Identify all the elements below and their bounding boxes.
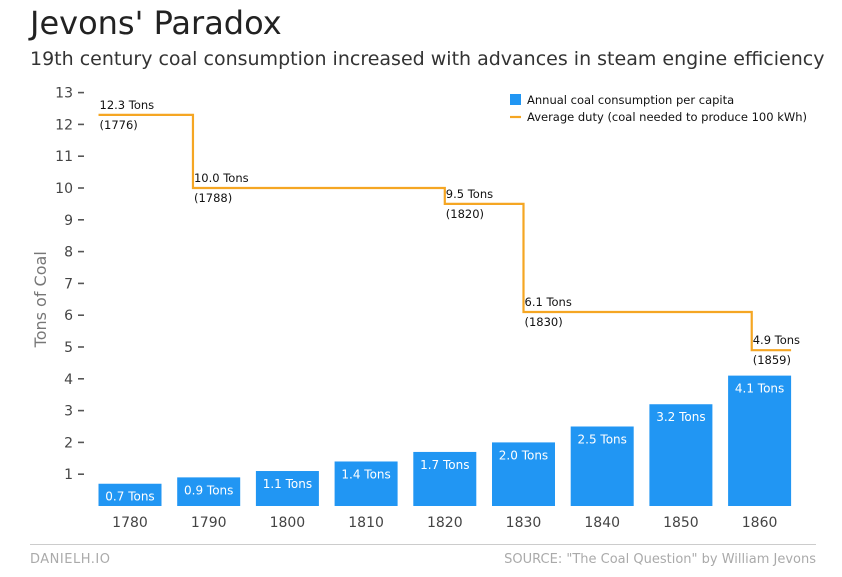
chart-subtitle: 19th century coal consumption increased …	[30, 48, 825, 70]
bar-1860	[728, 375, 792, 506]
bar-label-1800: 1.1 Tons	[263, 477, 312, 491]
y-axis-label: Tons of Coal	[31, 251, 50, 348]
y-tick-label: 1	[64, 467, 73, 483]
step-year-label: (1859)	[753, 353, 791, 367]
y-tick-label: 2	[64, 435, 73, 451]
bar-label-1790: 0.9 Tons	[184, 483, 233, 497]
x-tick-label: 1850	[663, 515, 699, 531]
y-tick-label: 10	[55, 181, 73, 197]
y-tick-label: 13	[55, 86, 73, 102]
y-tick-label: 3	[64, 404, 73, 420]
bar-label-1840: 2.5 Tons	[578, 433, 627, 447]
x-tick-label: 1810	[348, 515, 384, 531]
legend-bar-swatch	[510, 94, 521, 105]
step-value-label: 4.9 Tons	[753, 333, 800, 347]
bar-label-1860: 4.1 Tons	[735, 382, 784, 396]
bar-label-1820: 1.7 Tons	[420, 458, 469, 472]
y-tick-label: 11	[55, 149, 73, 165]
step-value-label: 12.3 Tons	[100, 98, 155, 112]
y-tick-label: 8	[64, 245, 73, 261]
x-tick-label: 1790	[191, 515, 227, 531]
chart-title: Jevons' Paradox	[30, 4, 282, 42]
footer-source: SOURCE: "The Coal Question" by William J…	[504, 552, 816, 567]
bar-1840	[570, 426, 634, 506]
x-tick-label: 1820	[427, 515, 463, 531]
bar-1830	[492, 442, 555, 506]
y-tick-label: 4	[64, 372, 73, 388]
y-tick-label: 5	[64, 340, 73, 356]
y-tick-label: 12	[55, 117, 73, 133]
bar-label-1810: 1.4 Tons	[341, 467, 390, 481]
y-tick-label: 6	[64, 308, 73, 324]
x-tick-label: 1840	[584, 515, 620, 531]
footer-divider	[30, 544, 816, 545]
bars: 0.7 Tons 0.9 Tons 1.1 Tons 1.4 Tons 1.7 Tons…	[98, 375, 792, 506]
bar-label-1830: 2.0 Tons	[499, 448, 548, 462]
step-year-label: (1776)	[100, 118, 138, 132]
step-value-label: 6.1 Tons	[525, 295, 572, 309]
duty-line-path	[98, 113, 792, 352]
duty-step-line: 12.3 Tons (1776) 10.0 Tons (1788) 9.5 Tons (1…	[98, 98, 800, 367]
x-tick-label: 1830	[506, 515, 542, 531]
bar-label-1780: 0.7 Tons	[105, 490, 154, 504]
x-tick-label: 1800	[270, 515, 306, 531]
step-year-label: (1820)	[446, 207, 484, 221]
bar-1820	[413, 451, 477, 506]
legend-bar-label: Annual coal consumption per capita	[527, 93, 734, 107]
bar-1810	[334, 461, 398, 506]
legend-line-label: Average duty (coal needed to produce 100…	[527, 110, 807, 124]
bar-1780	[98, 483, 162, 506]
step-value-label: 10.0 Tons	[194, 171, 249, 185]
legend: Annual coal consumption per capita Averag…	[510, 93, 807, 124]
y-tick-label: 9	[64, 213, 73, 229]
x-axis: 1780 1790 1800 1810 1820 1830 1840 1850 1860	[112, 515, 777, 531]
x-tick-label: 1780	[112, 515, 148, 531]
footer-site: DANIELH.IO	[30, 552, 111, 567]
step-year-label: (1788)	[194, 191, 232, 205]
bar-1800	[255, 471, 319, 506]
step-year-label: (1830)	[525, 315, 563, 329]
bar-1790	[177, 477, 241, 506]
x-tick-label: 1860	[742, 515, 778, 531]
bar-1850	[649, 404, 713, 506]
y-tick-label: 7	[64, 276, 73, 292]
step-value-label: 9.5 Tons	[446, 187, 493, 201]
bar-label-1850: 3.2 Tons	[656, 410, 705, 424]
